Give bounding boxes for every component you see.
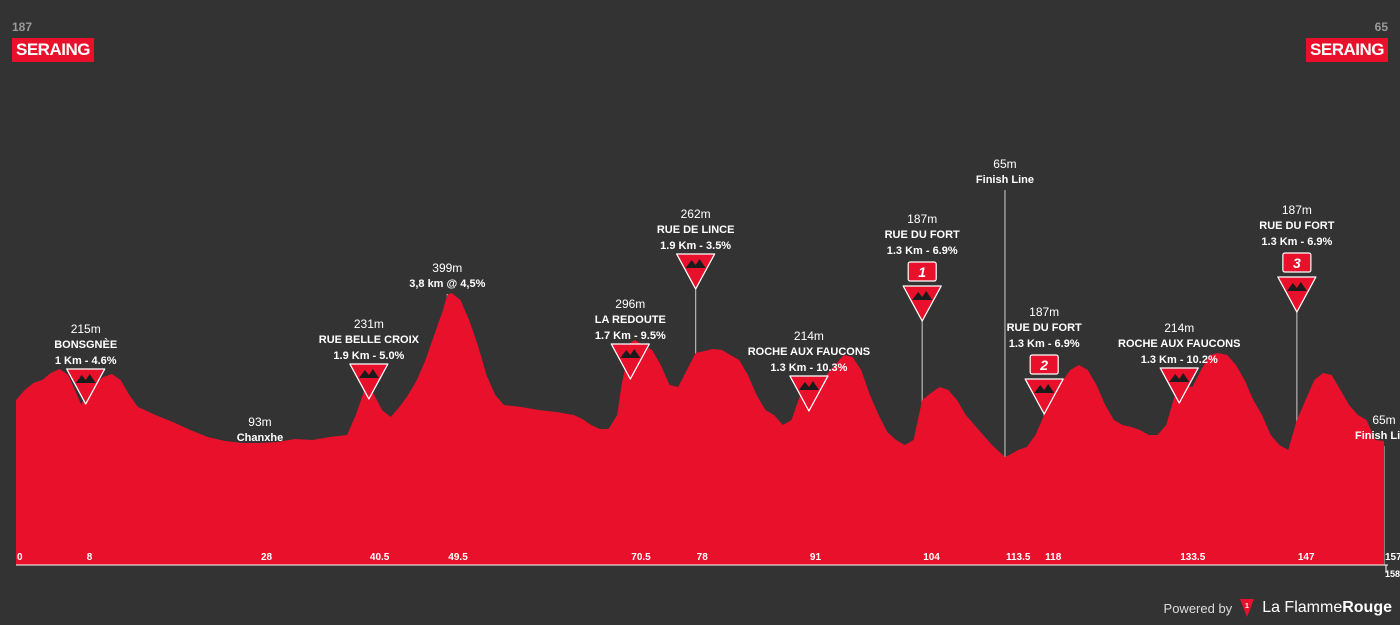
point-altitude-label: 93m [248,415,271,429]
km-mark-label: 78 [697,552,709,563]
point-altitude-label: 65m [993,157,1016,171]
point-altitude-label: 214m [1164,321,1194,335]
km-mark-label: 70.5 [631,552,651,563]
finish-town-tag: SERAING [1306,38,1388,62]
point-name-label: ROCHE AUX FAUCONS [748,346,870,358]
km-mark-label: 118 [1045,552,1062,563]
climb-number-label: 3 [1293,255,1301,271]
climb-category-icon [66,368,106,405]
point-detail-label: 1.3 Km - 10.3% [770,362,847,374]
climb-number-badge [1029,354,1059,375]
point-altitude-label: 231m [354,317,384,331]
start-altitude: 187 [12,20,33,34]
total-distance-label: 158 [1385,569,1400,579]
point-detail-label: 1.3 Km - 6.9% [1009,338,1080,350]
km-marks: 0 8 28 40.5 49.5 70.5 78 91 104 113.5 118 133.5 147 1… [17,552,1400,579]
point-altitude-label: 65m [1372,413,1395,427]
km-mark-label: 49.5 [448,552,468,563]
powered-by-text: Powered by [1163,600,1233,616]
km-mark-label: 0 [17,552,23,563]
mountain-icon [75,374,96,383]
km-mark-label: 133.5 [1180,552,1205,563]
mountain-icon [1286,282,1307,291]
climb-number-badge [907,261,937,282]
point-name-label: RUE DU FORT [1007,322,1082,334]
point-detail-label: 1.3 Km - 6.9% [1261,236,1332,248]
mountain-icon [1169,373,1190,382]
point-detail-label: 1 Km - 4.6% [55,355,117,367]
elevation-profile-area [16,293,1384,565]
start-town-tag: SERAING [12,38,94,62]
svg-text:1: 1 [1245,603,1249,610]
point-name-label: 3,8 km @ 4,5% [409,278,485,290]
point-name-label: Finish Line [976,174,1034,186]
climb-category-icon [789,375,829,412]
mountain-icon [620,349,641,358]
km-mark-label: 104 [923,552,940,563]
point-altitude-label: 399m [432,261,462,275]
point-detail-label: 1.9 Km - 3.5% [660,240,731,252]
point-altitude-label: 262m [681,207,711,221]
point-name-label: ROCHE AUX FAUCONS [1118,338,1240,350]
km-mark-label: 91 [810,552,822,563]
point-labels: 215m BONSGNÈE 1 Km - 4.6% 93m Chanxhe 231m RUE… [54,157,1400,444]
point-name-label: LA REDOUTE [595,314,666,326]
start-info: 187 SERAING [12,20,94,62]
powered-by-logo[interactable]: Powered by 1 La FlammeRouge [1164,599,1392,617]
mountain-icon [1034,384,1055,393]
point-name-label: Finish Line [1355,430,1400,442]
point-altitude-label: 215m [71,322,101,336]
point-altitude-label: 296m [615,297,645,311]
climb-number-badge [1282,252,1312,273]
climb-number-label: 1 [918,264,926,280]
point-altitude-label: 187m [1029,305,1059,319]
point-name-label: RUE DU FORT [885,229,960,241]
point-detail-label: 1.9 Km - 5.0% [333,350,404,362]
point-altitude-label: 187m [1282,203,1312,217]
point-name-label: Chanxhe [237,432,283,444]
climb-category-icon [1159,367,1199,404]
point-altitude-label: 187m [907,212,937,226]
km-mark-label: 157 [1385,552,1400,563]
km-mark-label: 113.5 [1006,552,1031,563]
climb-category-icon [902,285,942,322]
point-name-label: RUE DE LINCE [657,224,735,236]
finish-info: 65 SERAING [1306,20,1388,62]
finish-altitude: 65 [1374,20,1388,34]
climb-number-label: 2 [1039,357,1048,373]
climb-category-icon [1024,378,1064,415]
mountain-icon [685,259,706,268]
climb-category-icon [675,253,716,290]
point-detail-label: 1.7 Km - 9.5% [595,330,666,342]
mountain-icon [798,381,819,390]
mountain-icon [358,369,379,378]
climb-category-icon [349,363,389,400]
point-name-label: RUE BELLE CROIX [319,334,420,346]
km-mark-label: 147 [1298,552,1315,563]
point-altitude-label: 214m [794,329,824,343]
climb-category-icon [610,343,650,380]
km-mark-label: 8 [87,552,93,563]
km-mark-label: 40.5 [370,552,390,563]
km-mark-label: 28 [261,552,273,563]
point-detail-label: 1.3 Km - 6.9% [887,245,958,257]
climb-category-icon [1277,276,1317,313]
point-name-label: BONSGNÈE [54,338,117,351]
brand-name: La FlammeRouge [1262,599,1392,616]
point-name-label: RUE DU FORT [1259,220,1334,232]
flamme-rouge-icon: 1 [1240,599,1255,617]
point-detail-label: 1.3 Km - 10.2% [1141,354,1218,366]
mountain-icon [912,291,933,300]
